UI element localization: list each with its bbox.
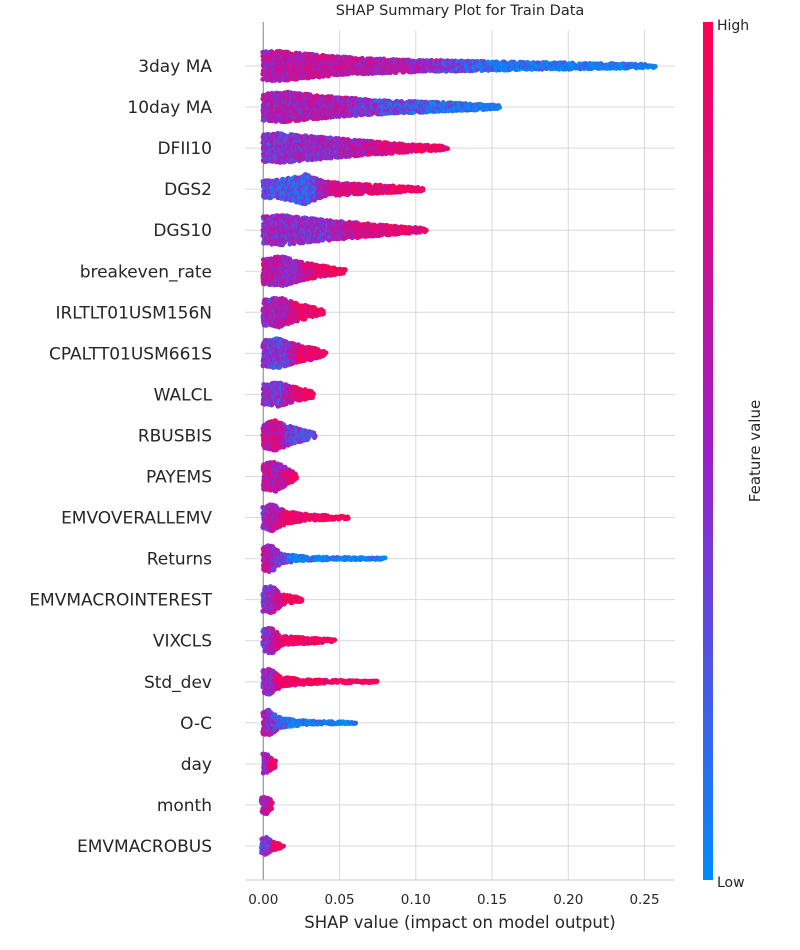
shap-point [440, 104, 446, 110]
chart-title: SHAP Summary Plot for Train Data [336, 3, 585, 19]
shap-point [373, 98, 378, 104]
shap-point [497, 105, 502, 110]
shap-point [456, 104, 462, 110]
shap-point [569, 63, 575, 68]
shap-point [652, 64, 658, 69]
shap-point [592, 64, 598, 70]
shap-point [527, 64, 533, 69]
beeswarm-points [258, 48, 658, 857]
